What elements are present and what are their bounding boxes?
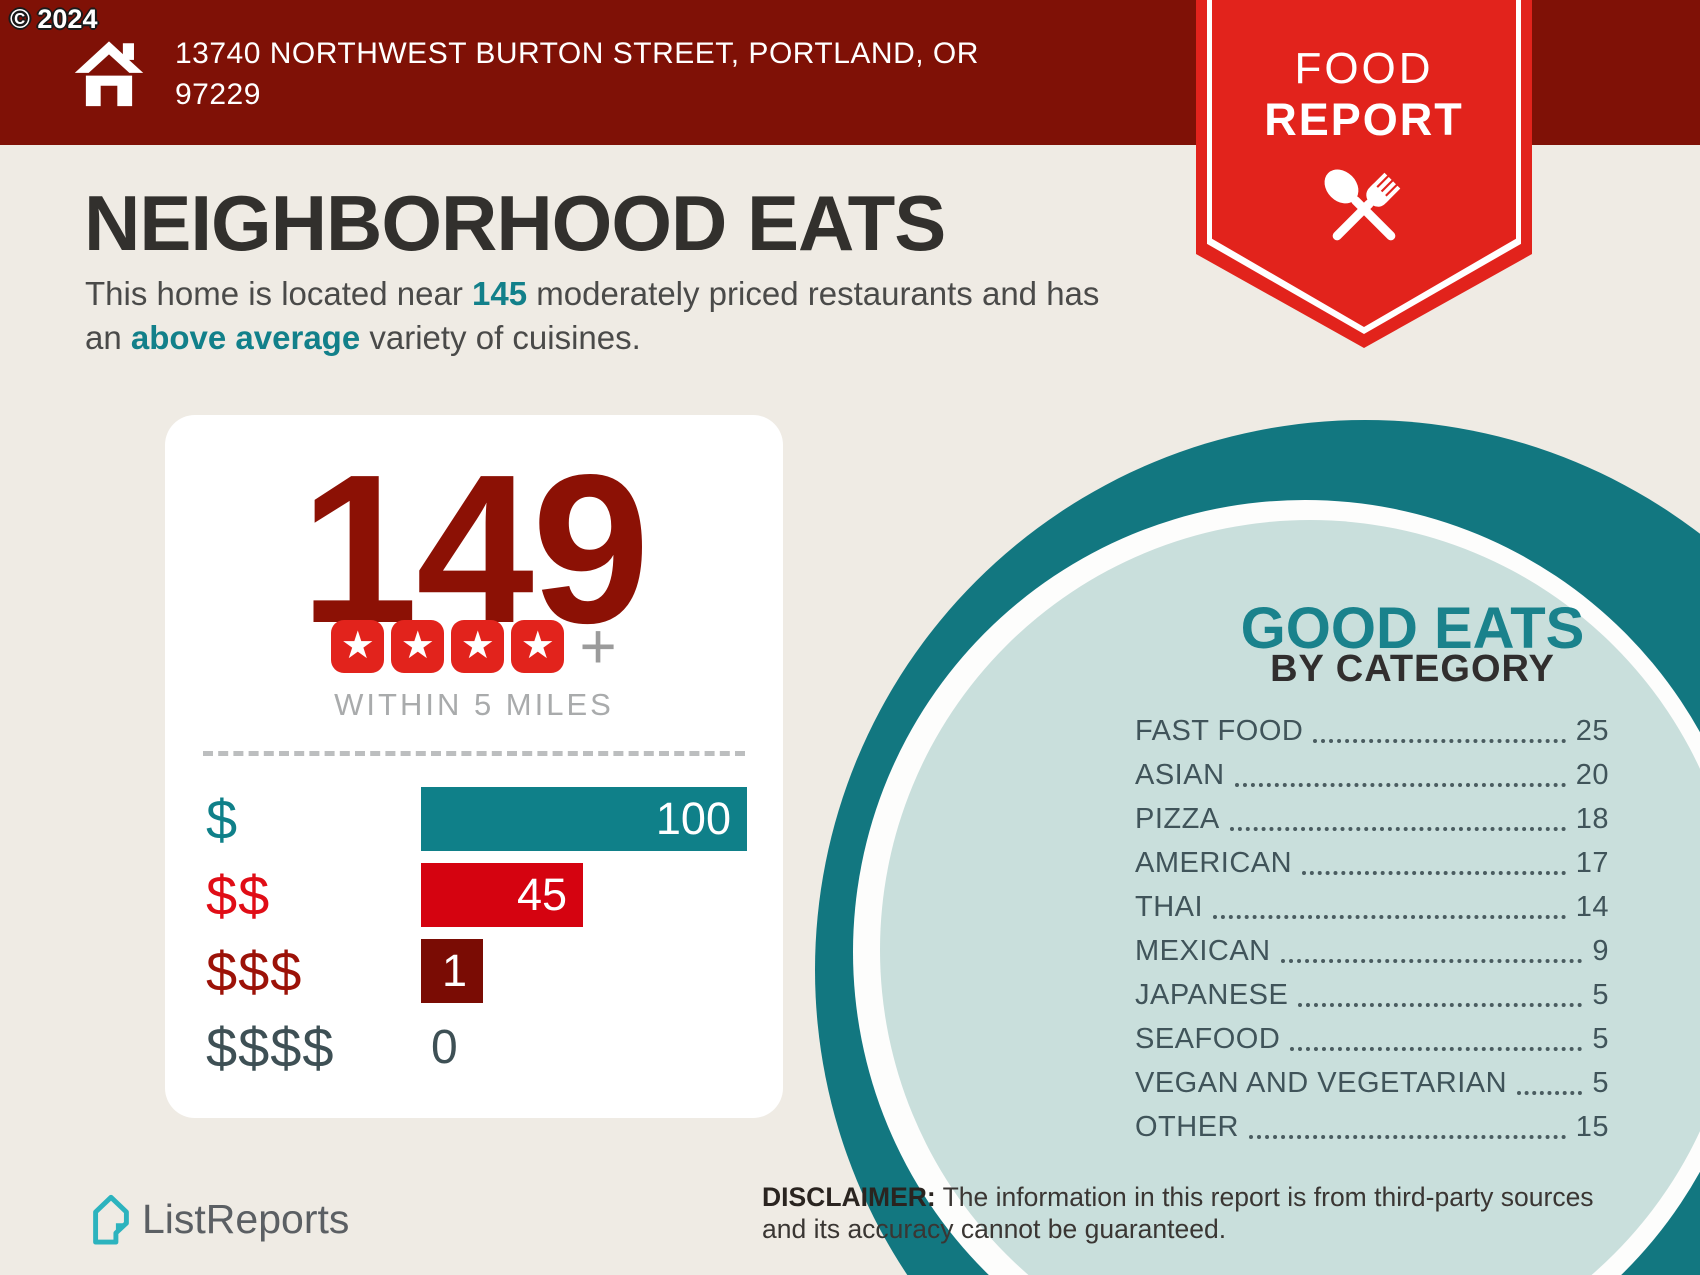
dashed-divider: [203, 751, 745, 756]
category-circle-fill: [880, 520, 1700, 1275]
listreports-house-icon: [93, 1194, 129, 1245]
dotted-leader: [1249, 1135, 1566, 1139]
category-label: ASIAN: [1135, 759, 1225, 791]
variety-highlight: above average: [130, 318, 361, 356]
dotted-leader: [1229, 827, 1566, 831]
category-value: 5: [1592, 1067, 1609, 1099]
category-list: FAST FOOD 25 ASIAN 20 PIZZA 18 AMERICAN 17 THAI 1…: [1135, 715, 1609, 1159]
price-level-label: $$$$: [206, 1015, 335, 1079]
price-level-label: $$$: [206, 939, 303, 1003]
category-row: ASIAN 20: [1135, 759, 1609, 792]
category-label: AMERICAN: [1135, 847, 1293, 879]
category-value: 14: [1575, 891, 1609, 923]
intro-pre: This home is located near: [85, 275, 473, 312]
category-label: THAI: [1135, 891, 1204, 923]
dotted-leader: [1298, 1003, 1583, 1007]
good-eats-subtitle: BY CATEGORY: [1270, 648, 1555, 690]
price-level-bar: 1: [421, 939, 483, 1003]
price-level-row: $$$$ 0: [206, 1015, 763, 1079]
total-restaurant-count: 149: [300, 430, 650, 667]
category-value: 20: [1575, 759, 1609, 791]
bar-value: 45: [516, 869, 567, 920]
category-value: 5: [1592, 979, 1609, 1011]
radius-label: WITHIN 5 MILES: [334, 687, 614, 722]
ribbon-title-line1: FOOD: [1294, 44, 1434, 93]
price-level-bar: 45: [421, 863, 583, 927]
dotted-leader: [1517, 1091, 1583, 1095]
house-icon: [74, 41, 144, 107]
category-row: THAI 14: [1135, 891, 1609, 924]
category-label: FAST FOOD: [1135, 715, 1304, 747]
dotted-leader: [1302, 871, 1566, 875]
price-level-row: $$$ 1: [206, 939, 763, 1003]
bar-value: 0: [431, 1020, 458, 1074]
category-value: 17: [1575, 847, 1609, 879]
address-line-1: 13740 NORTHWEST BURTON STREET, PORTLAND,…: [175, 37, 979, 70]
price-level-bar-chart: $100 $$ 45 $$$ 1 $$$$ 0: [206, 787, 763, 1091]
disclaimer-text: DISCLAIMER: The information in this repo…: [762, 1182, 1642, 1246]
category-label: PIZZA: [1135, 803, 1220, 835]
category-value: 5: [1592, 1023, 1609, 1055]
category-row: JAPANESE 5: [1135, 979, 1609, 1012]
category-row: FAST FOOD 25: [1135, 715, 1609, 748]
category-value: 25: [1575, 715, 1609, 747]
category-label: MEXICAN: [1135, 935, 1271, 967]
category-row: OTHER 15: [1135, 1111, 1609, 1144]
price-level-row: $$ 45: [206, 863, 763, 927]
category-row: AMERICAN 17: [1135, 847, 1609, 880]
category-row: VEGAN AND VEGETARIAN 5: [1135, 1067, 1609, 1100]
category-row: PIZZA 18: [1135, 803, 1609, 836]
intro-post: variety of cuisines.: [360, 318, 641, 356]
category-row: SEAFOOD 5: [1135, 1023, 1609, 1056]
category-label: OTHER: [1135, 1111, 1239, 1143]
plus-icon: +: [579, 610, 617, 682]
price-level-label: $$: [206, 863, 271, 927]
brand-name: ListReports: [142, 1195, 350, 1242]
restaurant-stats-card: 149 ★ ★ ★ ★ + WITHIN 5 MILES $100 $$ 45 $$$ 1 $$$…: [165, 415, 783, 1118]
category-label: SEAFOOD: [1135, 1023, 1281, 1055]
star-icon: ★: [331, 620, 385, 673]
address-line-2: 97229: [175, 78, 261, 111]
category-value: 15: [1575, 1111, 1609, 1143]
star-icon: ★: [511, 620, 565, 673]
category-label: JAPANESE: [1135, 979, 1289, 1011]
category-row: MEXICAN 9: [1135, 935, 1609, 968]
bar-value: 1: [441, 945, 467, 996]
star-rating: ★ ★ ★ ★ +: [165, 610, 783, 682]
star-icon: ★: [391, 620, 445, 673]
category-value: 9: [1592, 935, 1609, 967]
disclaimer-label: DISCLAIMER:: [762, 1182, 936, 1212]
category-label: VEGAN AND VEGETARIAN: [1135, 1067, 1508, 1099]
dotted-leader: [1280, 959, 1583, 963]
category-value: 18: [1575, 803, 1609, 835]
listreports-logo: ListReports: [90, 1190, 349, 1248]
price-level-row: $100: [206, 787, 763, 851]
restaurant-count: 145: [472, 275, 528, 312]
food-report-ribbon: FOOD REPORT: [1196, 0, 1532, 348]
disclaimer-body: The information in this report is from t…: [762, 1182, 1594, 1244]
page-title: NEIGHBORHOOD EATS: [84, 179, 946, 267]
dotted-leader: [1213, 915, 1566, 919]
copyright-text: © 2024: [10, 4, 98, 34]
dotted-leader: [1313, 739, 1566, 743]
dotted-leader: [1290, 1047, 1583, 1051]
ribbon-title-line2: REPORT: [1264, 94, 1464, 145]
price-level-bar: 100: [421, 787, 747, 851]
intro-text: This home is located near 145 moderately…: [85, 272, 1115, 360]
intro-mid: moderately priced restaurants and has an: [85, 275, 1100, 356]
star-icon: ★: [451, 620, 505, 673]
good-eats-title: GOOD EATS: [1240, 596, 1585, 661]
dotted-leader: [1234, 783, 1566, 787]
bar-value: 100: [655, 793, 731, 844]
price-level-label: $: [206, 787, 239, 851]
property-address: 13740 NORTHWEST BURTON STREET, PORTLAND,…: [175, 33, 979, 115]
spoon-fork-icon: [1324, 169, 1401, 241]
